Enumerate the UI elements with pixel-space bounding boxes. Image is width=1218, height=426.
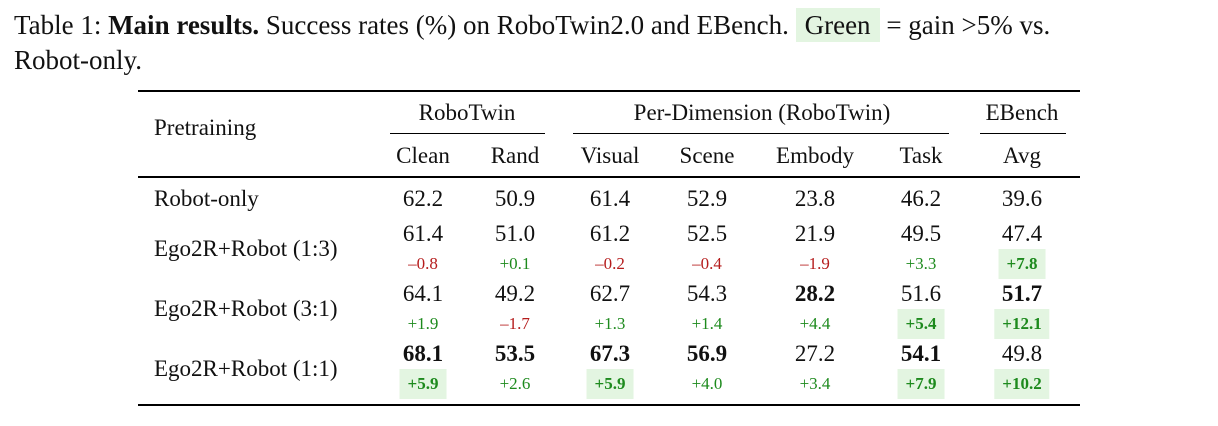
delta-cell: +0.1 [499, 254, 531, 273]
caption-text-b: = gain >5% vs. [886, 10, 1051, 40]
column-header-embody: Embody [776, 143, 854, 168]
table-cell: 46.2 [900, 186, 942, 211]
table-cell: 52.9 [686, 186, 728, 211]
table-cell: 61.4 [589, 186, 631, 211]
table-top-rule [138, 90, 1080, 92]
row-label: Robot-only [154, 186, 259, 211]
table-cell: 54.1 [900, 341, 942, 366]
header-pretraining: Pretraining [154, 115, 257, 140]
column-header-rand: Rand [490, 143, 540, 168]
group-header-per-dimension: Per-Dimension (RoboTwin) [633, 100, 891, 125]
delta-cell: +5.9 [586, 369, 634, 399]
group-header-robotwin: RoboTwin [418, 100, 516, 125]
row-label: Ego2R+Robot (1:3) [154, 236, 338, 261]
delta-cell: –0.4 [692, 254, 722, 273]
delta-cell: +4.4 [799, 314, 831, 333]
delta-cell: +1.4 [691, 314, 723, 333]
table-cell: 49.5 [900, 221, 942, 246]
delta-cell: +7.9 [897, 369, 945, 399]
delta-cell: –1.9 [800, 254, 830, 273]
table-caption: Table 1: Main results. Success rates (%)… [14, 8, 1210, 78]
delta-cell: +2.6 [499, 374, 531, 393]
table-cell: 21.9 [794, 221, 836, 246]
table-cell: 51.6 [900, 281, 942, 306]
row-label: Ego2R+Robot (1:1) [154, 356, 338, 381]
delta-cell: +1.3 [594, 314, 626, 333]
table-cell: 23.8 [794, 186, 836, 211]
table-cell: 56.9 [686, 341, 728, 366]
table-cell: 62.2 [402, 186, 444, 211]
caption-text-c: Robot-only. [14, 45, 142, 75]
row-label: Ego2R+Robot (3:1) [154, 296, 338, 321]
column-header-clean: Clean [396, 143, 450, 168]
group-header-ebench: EBench [985, 100, 1059, 125]
delta-cell: +7.8 [998, 249, 1046, 279]
column-header-avg: Avg [1003, 143, 1041, 168]
caption-green-legend: Green [795, 8, 880, 42]
delta-cell: +3.3 [905, 254, 937, 273]
group-underline-ebench [980, 133, 1066, 134]
group-underline-robotwin [390, 133, 545, 134]
table-cell: 53.5 [494, 341, 536, 366]
delta-cell: +12.1 [994, 309, 1050, 339]
delta-cell: –1.7 [500, 314, 530, 333]
table-cell: 51.0 [494, 221, 536, 246]
delta-cell: –0.8 [408, 254, 438, 273]
delta-cell: +4.0 [691, 374, 723, 393]
table-cell: 28.2 [794, 281, 836, 306]
table-cell: 49.8 [1001, 341, 1043, 366]
delta-cell: +5.9 [399, 369, 447, 399]
table-cell: 54.3 [686, 281, 728, 306]
table-cell: 51.7 [1001, 281, 1043, 306]
column-header-visual: Visual [580, 143, 640, 168]
table-cell: 68.1 [402, 341, 444, 366]
table-cell: 50.9 [494, 186, 536, 211]
delta-cell: +10.2 [994, 369, 1050, 399]
table-cell: 62.7 [589, 281, 631, 306]
column-header-task: Task [899, 143, 943, 168]
caption-label: Table 1: [14, 10, 102, 40]
table-cell: 39.6 [1001, 186, 1043, 211]
group-underline-per-dimension [573, 133, 949, 134]
table-mid-rule [138, 176, 1080, 178]
table-cell: 61.2 [589, 221, 631, 246]
column-header-scene: Scene [679, 143, 735, 168]
caption-text-a: Success rates (%) on RoboTwin2.0 and EBe… [265, 10, 789, 40]
table-cell: 52.5 [686, 221, 728, 246]
delta-cell: –0.2 [595, 254, 625, 273]
delta-cell: +1.9 [407, 314, 439, 333]
table-bottom-rule [138, 404, 1080, 406]
table-cell: 64.1 [402, 281, 444, 306]
caption-title: Main results. [108, 10, 260, 40]
delta-cell: +3.4 [799, 374, 831, 393]
table-cell: 49.2 [494, 281, 536, 306]
table-cell: 61.4 [402, 221, 444, 246]
table-cell: 47.4 [1001, 221, 1043, 246]
table-cell: 27.2 [794, 341, 836, 366]
table-cell: 67.3 [589, 341, 631, 366]
delta-cell: +5.4 [897, 309, 945, 339]
